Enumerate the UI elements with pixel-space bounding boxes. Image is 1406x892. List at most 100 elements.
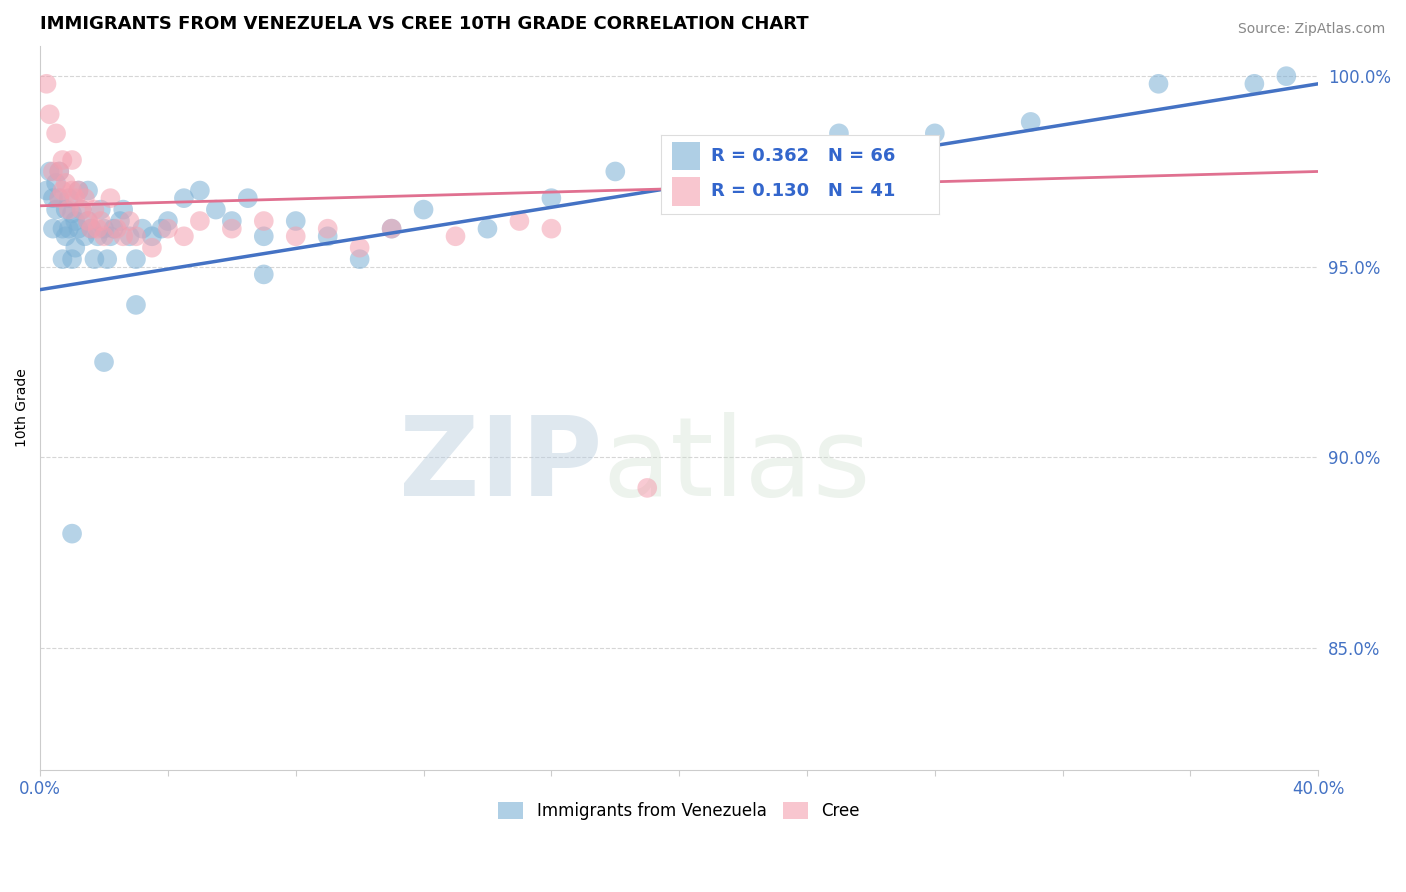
- Point: [67, 184, 90, 198]
- Point: [1275, 69, 1298, 83]
- Point: [118, 229, 141, 244]
- Point: [86, 221, 108, 235]
- Point: [51, 221, 73, 235]
- Point: [86, 229, 108, 244]
- Point: [349, 241, 371, 255]
- Point: [188, 184, 211, 198]
- Point: [70, 202, 93, 217]
- Text: R = 0.130   N = 41: R = 0.130 N = 41: [710, 182, 896, 201]
- Point: [112, 202, 135, 217]
- Point: [1243, 77, 1265, 91]
- Point: [93, 229, 115, 244]
- Point: [100, 229, 122, 244]
- Point: [924, 126, 946, 140]
- Point: [83, 202, 105, 217]
- Point: [48, 164, 70, 178]
- Text: ZIP: ZIP: [399, 412, 603, 519]
- Point: [412, 202, 434, 217]
- Point: [100, 191, 122, 205]
- Point: [60, 526, 83, 541]
- Point: [118, 214, 141, 228]
- Point: [80, 221, 103, 235]
- Text: R = 0.362   N = 66: R = 0.362 N = 66: [710, 147, 896, 165]
- Point: [1147, 77, 1170, 91]
- Point: [173, 191, 195, 205]
- Point: [42, 164, 65, 178]
- Point: [150, 221, 173, 235]
- Point: [96, 252, 118, 267]
- Point: [131, 221, 153, 235]
- Point: [668, 176, 690, 190]
- Text: IMMIGRANTS FROM VENEZUELA VS CREE 10TH GRADE CORRELATION CHART: IMMIGRANTS FROM VENEZUELA VS CREE 10TH G…: [41, 15, 808, 33]
- Point: [316, 229, 339, 244]
- Point: [77, 184, 100, 198]
- Point: [141, 241, 163, 255]
- Point: [236, 191, 259, 205]
- Point: [77, 214, 100, 228]
- Point: [103, 221, 125, 235]
- Point: [65, 241, 87, 255]
- Point: [112, 229, 135, 244]
- Point: [444, 229, 467, 244]
- Point: [253, 268, 276, 282]
- Point: [55, 202, 77, 217]
- Point: [42, 221, 65, 235]
- Point: [828, 126, 851, 140]
- Bar: [672, 142, 700, 170]
- Point: [284, 214, 307, 228]
- Point: [90, 202, 112, 217]
- Point: [60, 206, 83, 220]
- Point: [253, 214, 276, 228]
- Point: [67, 184, 90, 198]
- Point: [55, 176, 77, 190]
- Point: [60, 184, 83, 198]
- Point: [477, 221, 499, 235]
- Point: [381, 221, 404, 235]
- Point: [51, 153, 73, 167]
- Point: [125, 252, 148, 267]
- Point: [205, 202, 228, 217]
- Point: [48, 164, 70, 178]
- Point: [105, 221, 128, 235]
- Point: [48, 191, 70, 205]
- Point: [60, 153, 83, 167]
- Point: [605, 164, 627, 178]
- Point: [108, 214, 131, 228]
- Point: [35, 184, 58, 198]
- Point: [65, 191, 87, 205]
- Point: [1019, 115, 1042, 129]
- Legend: Immigrants from Venezuela, Cree: Immigrants from Venezuela, Cree: [492, 796, 866, 827]
- Point: [45, 126, 67, 140]
- Text: Source: ZipAtlas.com: Source: ZipAtlas.com: [1237, 22, 1385, 37]
- Point: [38, 164, 60, 178]
- Point: [221, 214, 243, 228]
- Point: [156, 221, 179, 235]
- Point: [253, 229, 276, 244]
- Point: [636, 481, 658, 495]
- Point: [58, 202, 80, 217]
- Point: [349, 252, 371, 267]
- Point: [83, 252, 105, 267]
- Point: [80, 221, 103, 235]
- Point: [35, 77, 58, 91]
- Point: [67, 221, 90, 235]
- Point: [45, 176, 67, 190]
- Point: [141, 229, 163, 244]
- Point: [45, 202, 67, 217]
- Y-axis label: 10th Grade: 10th Grade: [15, 368, 30, 447]
- Point: [73, 229, 96, 244]
- Point: [48, 191, 70, 205]
- Point: [316, 221, 339, 235]
- Point: [60, 252, 83, 267]
- Point: [55, 229, 77, 244]
- Point: [93, 355, 115, 369]
- Point: [65, 214, 87, 228]
- Point: [93, 221, 115, 235]
- Point: [125, 229, 148, 244]
- Point: [58, 221, 80, 235]
- Point: [508, 214, 530, 228]
- Point: [73, 191, 96, 205]
- Point: [58, 191, 80, 205]
- Point: [38, 107, 60, 121]
- Point: [125, 298, 148, 312]
